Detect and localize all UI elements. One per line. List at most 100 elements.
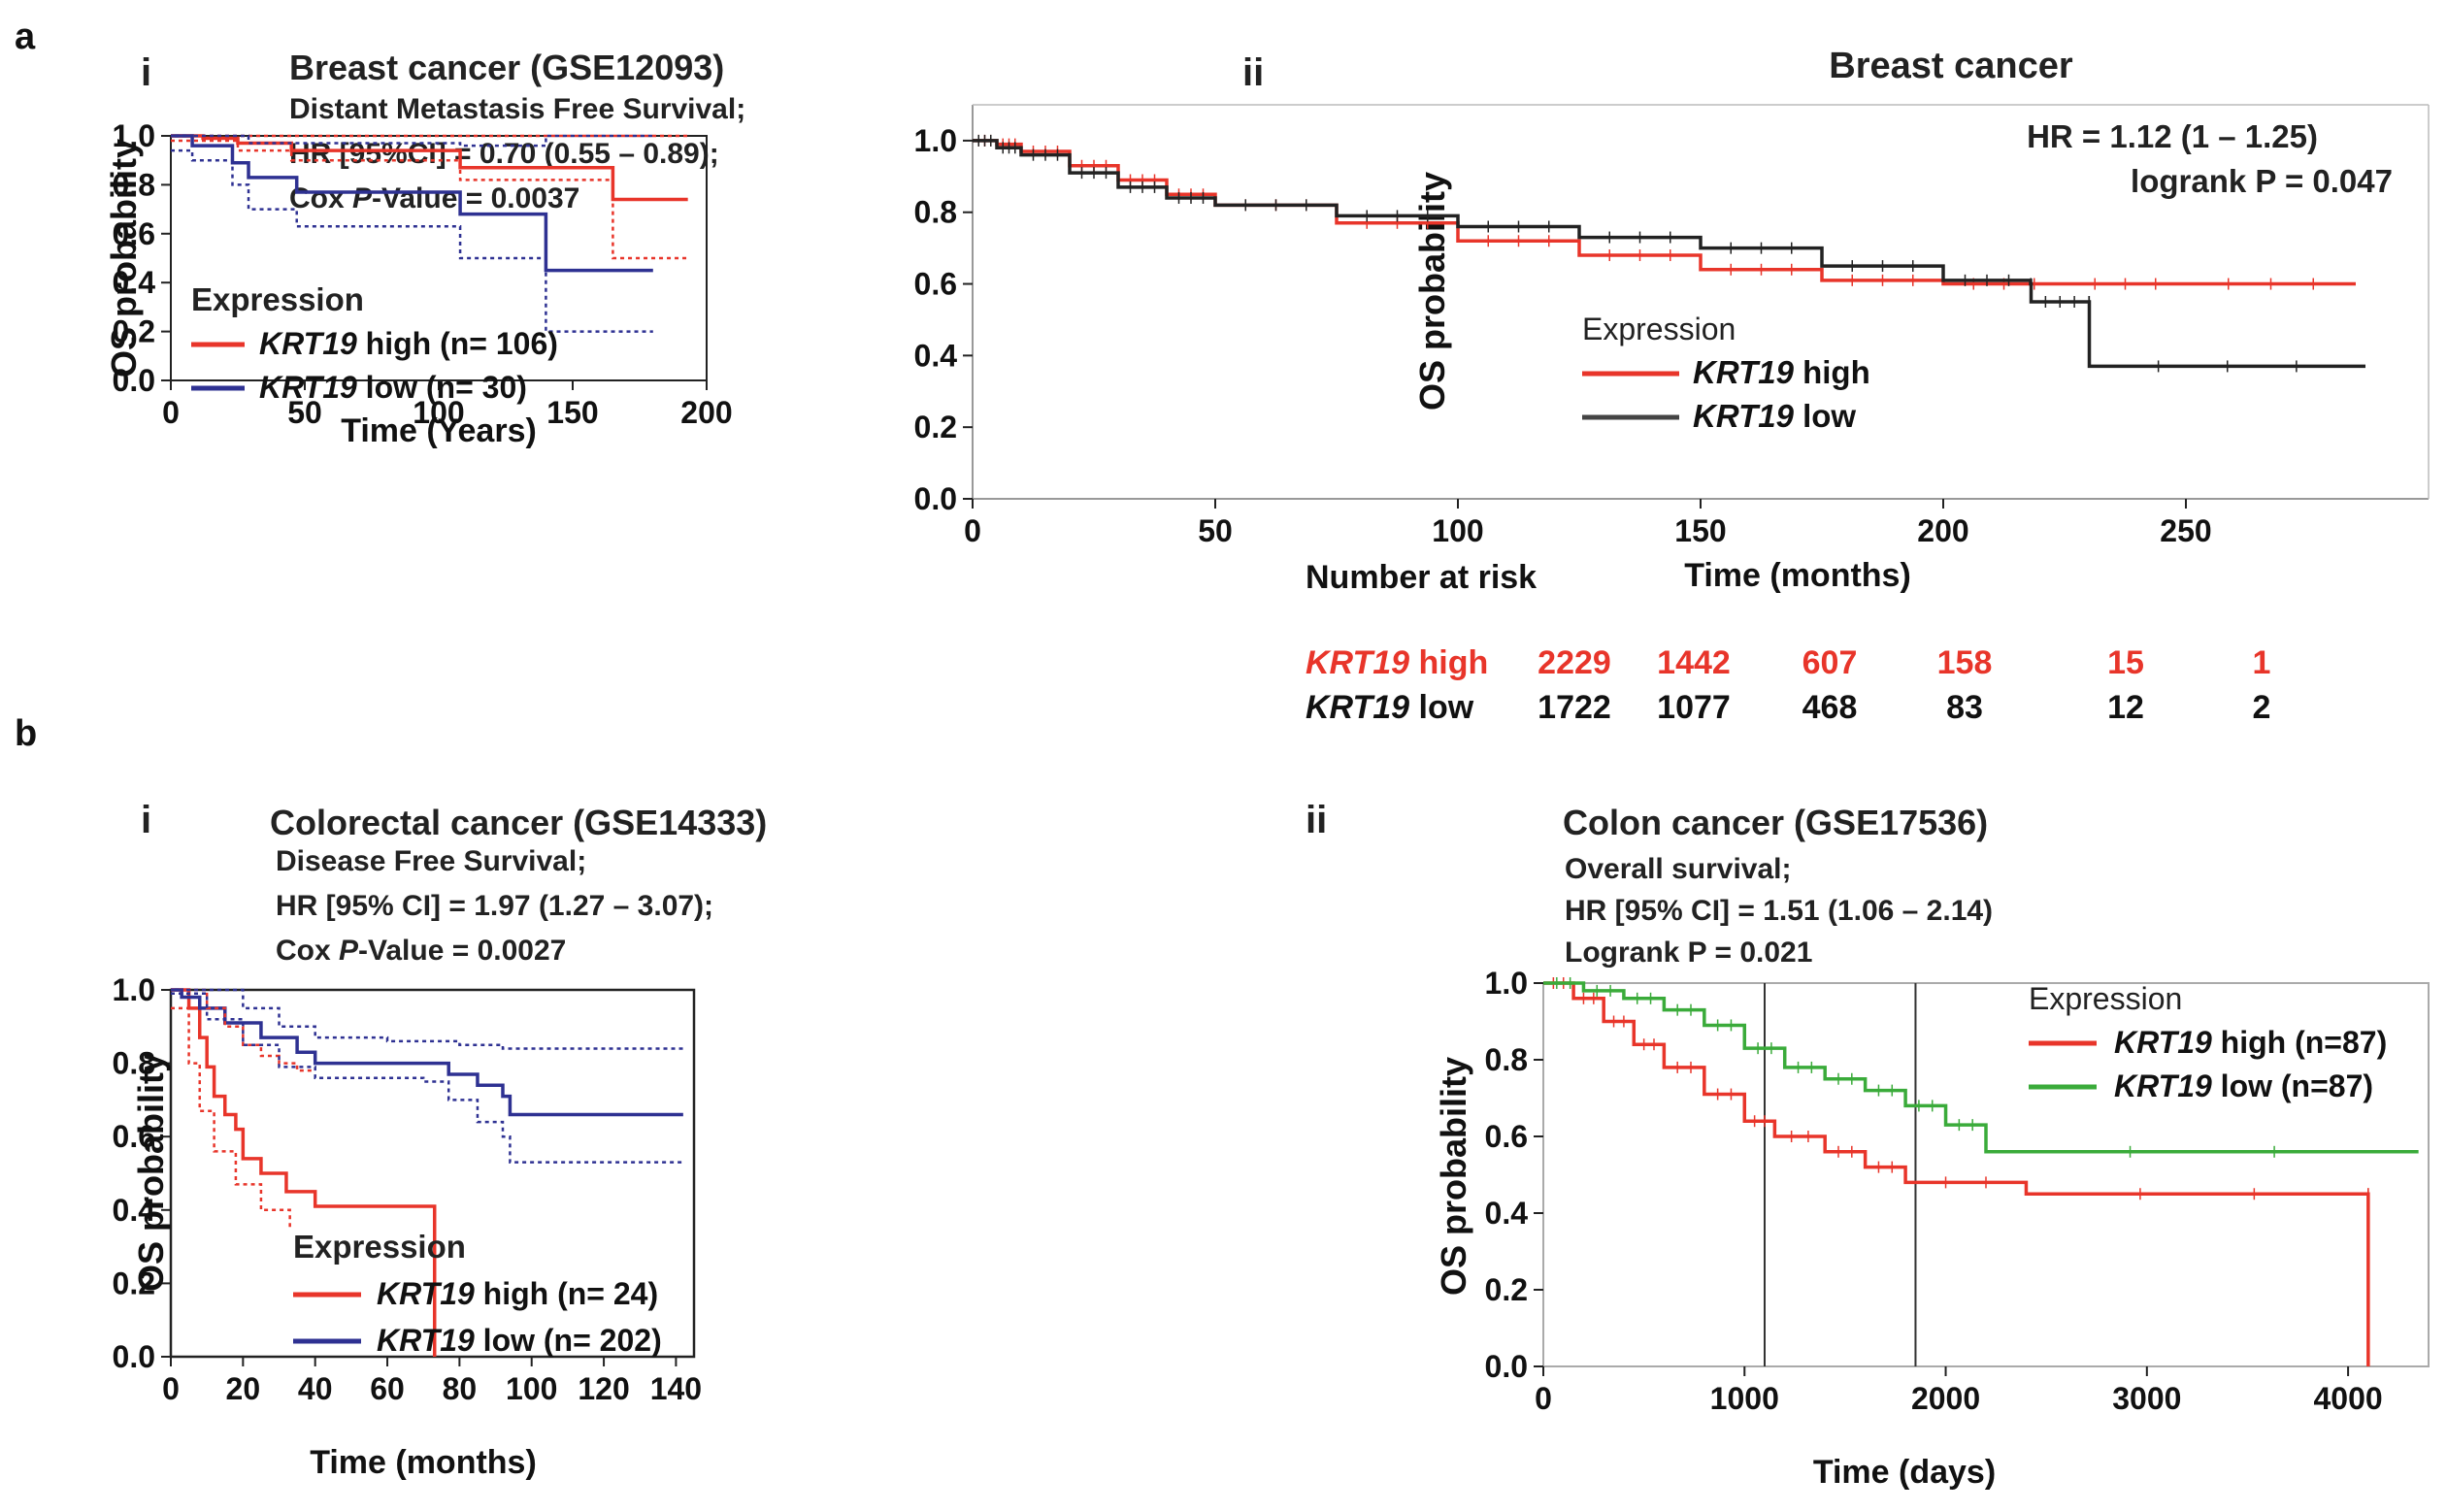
- sub-label-aii: ii: [1242, 51, 1264, 94]
- legend-entry: KRT19 high (n= 24): [377, 1276, 658, 1311]
- annotation-hr-aii: HR = 1.12 (1 – 1.25): [2027, 118, 2318, 154]
- legend-entry: KRT19 low: [1693, 398, 1856, 434]
- subtitle-line-bi: Cox P-Value = 0.0027: [276, 935, 566, 967]
- x-tick-label: 0: [162, 395, 180, 430]
- x-tick-label: 100: [1432, 513, 1483, 548]
- x-tick-label: 140: [650, 1371, 702, 1406]
- legend-entry: KRT19 low (n=87): [2114, 1068, 2373, 1103]
- survival-curve: [1543, 981, 2370, 1366]
- x-tick-label: 1000: [1710, 1381, 1779, 1416]
- y-tick-label: 0.8: [1485, 1042, 1528, 1077]
- legend-entry: KRT19 high (n= 106): [259, 326, 558, 361]
- y-tick-label: 0.6: [113, 1119, 155, 1154]
- ci-line: [171, 148, 653, 333]
- subtitle-line-bii-part: HR [95% CI] = 1.51 (1.06 – 2.14): [1565, 895, 1993, 927]
- subtitle-line-bii: HR [95% CI] = 1.51 (1.06 – 2.14): [1565, 895, 1993, 927]
- y-tick-label: 0.2: [113, 314, 155, 349]
- x-tick-label: 60: [370, 1371, 405, 1406]
- risk-row-label-part: low: [1409, 689, 1474, 726]
- y-tick-label: 0.2: [914, 410, 957, 444]
- y-axis-label: OS probability: [1434, 1057, 1473, 1296]
- plot-frame: [1542, 982, 2430, 1367]
- subtitle-line-bi-part: -Value = 0.0027: [358, 935, 566, 967]
- panel-b-ii: ii Colon cancer (GSE17536) Overall survi…: [1306, 799, 2430, 1491]
- risk-value: 12: [2107, 689, 2144, 726]
- chart-title-bii: Colon cancer (GSE17536): [1563, 803, 1988, 842]
- risk-row-label: KRT19 low: [1306, 689, 1474, 726]
- y-tick-label: 0.4: [1485, 1196, 1529, 1231]
- subtitle-line-bi: HR [95% CI] = 1.97 (1.27 – 3.07);: [276, 890, 713, 922]
- chart-title-bi: Colorectal cancer (GSE14333): [270, 803, 767, 842]
- x-tick-label: 4000: [2313, 1381, 2382, 1416]
- risk-value: 2229: [1538, 644, 1611, 681]
- survival-curve: [171, 134, 653, 273]
- panel-b-i: i Colorectal cancer (GSE14333) Disease F…: [113, 799, 768, 1481]
- subtitle-line-bi: Disease Free Survival;: [276, 845, 586, 877]
- chart-title-aii: Breast cancer: [1829, 46, 2073, 86]
- risk-table: KRT19 high 2229 1442 607 158 15 1 KRT19 low 1722…: [1306, 644, 2270, 726]
- x-tick-label: 0: [162, 1371, 180, 1406]
- y-tick-label: 0.8: [914, 195, 957, 230]
- x-tick-label: 3000: [2112, 1381, 2181, 1416]
- legend-entry: KRT19 low (n= 30): [259, 370, 527, 405]
- risk-value: 607: [1802, 644, 1858, 681]
- subtitle-line-ai-part: P: [352, 182, 373, 214]
- legend-entry: KRT19 high: [1693, 354, 1870, 390]
- y-tick-label: 0.0: [914, 481, 957, 516]
- x-tick-label: 100: [413, 395, 464, 430]
- y-axis-label: OS probability: [1412, 172, 1452, 411]
- x-tick-label: 0: [964, 513, 981, 548]
- y-tick-label: 0.6: [1485, 1119, 1528, 1154]
- subtitle-line-ai: Distant Metastasis Free Survival;: [289, 93, 745, 125]
- y-tick-label: 0.0: [113, 363, 155, 398]
- y-tick-label: 0.6: [113, 216, 155, 251]
- risk-value: 15: [2107, 644, 2144, 681]
- y-axis-label: OS probability: [104, 139, 144, 378]
- x-tick-label: 200: [680, 395, 732, 430]
- risk-value: 1077: [1657, 689, 1731, 726]
- x-axis-label: Time (months): [1684, 557, 1911, 594]
- panel-a-i: i Breast cancer (GSE12093) Distant Metas…: [104, 48, 745, 449]
- risk-value: 1722: [1538, 689, 1611, 726]
- legend-title: Expression: [191, 281, 364, 317]
- y-axis-label: OS probability: [131, 1053, 171, 1292]
- y-tick-label: 0.6: [914, 267, 957, 302]
- x-tick-label: 50: [287, 395, 322, 430]
- panel-a-ii: ii Breast cancer HR = 1.12 (1 – 1.25) lo…: [914, 46, 2430, 726]
- subtitle-line-bii: Logrank P = 0.021: [1565, 937, 1812, 969]
- chart-subtitle-bi: Disease Free Survival; HR [95% CI] = 1.97…: [276, 845, 713, 967]
- risk-table-title: Number at risk: [1306, 559, 1537, 596]
- legend-entry-part: low: [1794, 398, 1856, 434]
- y-tick-label: 0.0: [1485, 1349, 1528, 1384]
- subtitle-line-ai-part: -Value = 0.0037: [372, 182, 579, 214]
- subtitle-line-bii-part: Overall survival;: [1565, 853, 1791, 885]
- legend-entry-part: KRT19: [259, 326, 357, 361]
- legend-entry-part: high (n=87): [2212, 1025, 2387, 1060]
- y-tick-label: 1.0: [113, 972, 155, 1007]
- chart-bi: 0 20 40 60 80 100 120 140 0.0 0.2 0.4 0.6 0.8 1.0 Time…: [113, 972, 703, 1481]
- legend-entry-part: high (n= 24): [475, 1276, 658, 1311]
- legend-entry-part: low (n= 30): [357, 370, 527, 405]
- risk-value: 468: [1802, 689, 1858, 726]
- subtitle-line-bi-part: Cox: [276, 935, 339, 967]
- x-tick-label: 120: [578, 1371, 629, 1406]
- subtitle-line-bi-part: P: [339, 935, 359, 967]
- legend-entry-part: KRT19: [377, 1276, 475, 1311]
- x-tick-label: 0: [1535, 1381, 1552, 1416]
- ci-line: [171, 988, 315, 1072]
- legend-title: Expression: [293, 1229, 466, 1265]
- survival-curve: [171, 988, 683, 1117]
- panel-letter-b: b: [15, 713, 37, 754]
- ci-line: [171, 992, 683, 1164]
- chart-ai: 0 50 100 150 200 0.0 0.2 0.4 0.6 0.8 1.0 Time (Year…: [104, 118, 733, 449]
- chart-bii: 0 1000 2000 3000 4000 0.0 0.2 0.4 0.6 0.8 1.0 Time …: [1434, 966, 2430, 1491]
- legend-entry-part: KRT19: [259, 370, 357, 405]
- legend-entry-part: high: [1794, 354, 1870, 390]
- x-tick-label: 20: [226, 1371, 261, 1406]
- legend-entry: KRT19 high (n=87): [2114, 1025, 2387, 1060]
- risk-value: 1442: [1657, 644, 1731, 681]
- y-tick-label: 0.2: [1485, 1272, 1528, 1307]
- subtitle-line-bii-part: Logrank P = 0.021: [1565, 937, 1812, 969]
- y-tick-label: 0.8: [113, 167, 155, 202]
